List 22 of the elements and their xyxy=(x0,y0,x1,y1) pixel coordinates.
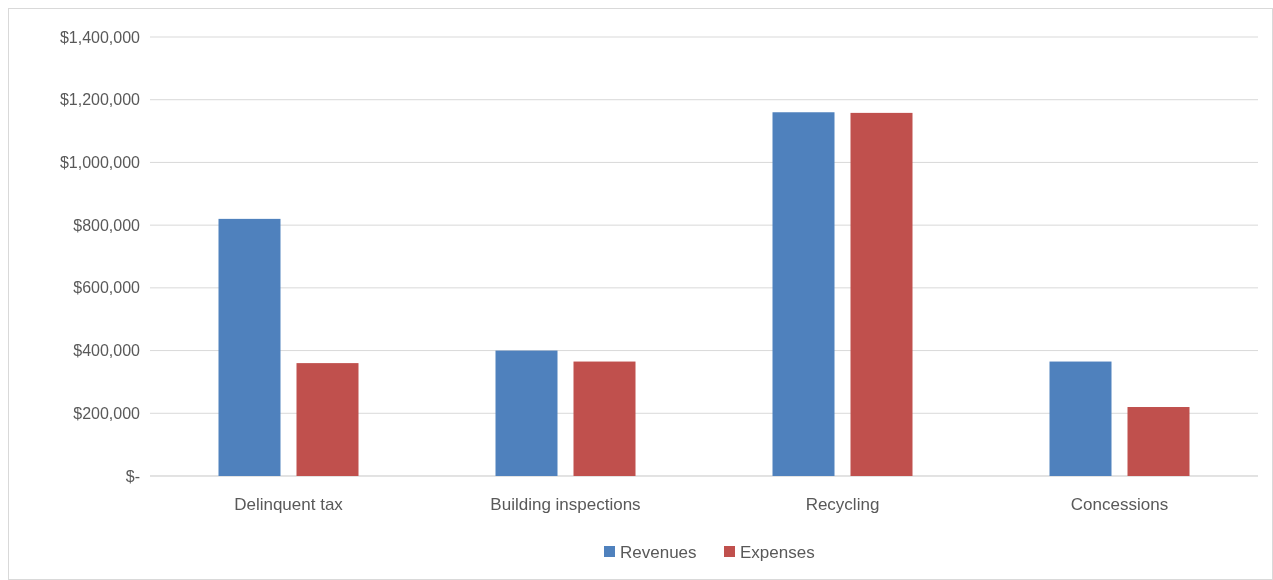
legend-label: Revenues xyxy=(620,542,697,562)
x-tick-label: Recycling xyxy=(805,495,880,514)
bar xyxy=(296,363,359,476)
y-tick-label: $200,000 xyxy=(73,404,141,422)
x-tick-label: Building inspections xyxy=(490,495,641,514)
bar xyxy=(218,218,281,476)
x-tick-label: Concessions xyxy=(1070,495,1169,514)
y-tick-label: $600,000 xyxy=(73,279,141,297)
y-tick-label: $1,400,000 xyxy=(59,28,141,46)
bar xyxy=(573,361,636,476)
bar xyxy=(1127,407,1190,476)
x-tick-label: Delinquent tax xyxy=(234,495,344,514)
y-tick-label: $- xyxy=(125,467,140,485)
legend-label: Expenses xyxy=(740,542,815,562)
y-tick-label: $1,200,000 xyxy=(59,91,141,109)
y-tick-label: $800,000 xyxy=(73,216,141,234)
bar xyxy=(850,112,913,476)
bar xyxy=(772,112,835,476)
bar xyxy=(1049,361,1112,476)
y-tick-label: $400,000 xyxy=(73,342,141,360)
y-tick-label: $1,000,000 xyxy=(59,154,141,172)
bar xyxy=(495,350,558,476)
